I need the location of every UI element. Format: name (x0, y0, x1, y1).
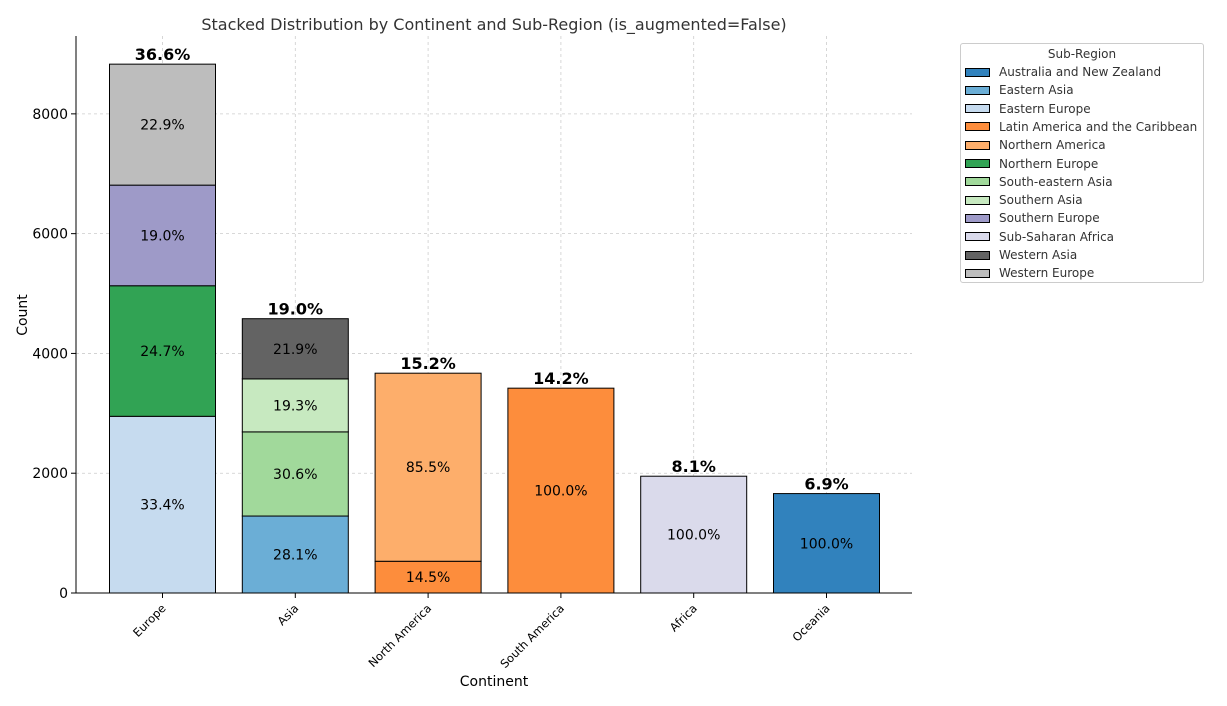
legend-label: Eastern Asia (999, 83, 1074, 98)
legend-label: Australia and New Zealand (999, 65, 1162, 79)
bar-segment-asia-western-asia (241, 318, 349, 380)
legend-swatch (965, 140, 990, 150)
segment-percent-label: 22.9% (140, 118, 184, 134)
bar-segment-asia-south-eastern-asia (241, 431, 349, 517)
legend-swatch (965, 268, 990, 278)
bar-segment-africa-sub-saharan-africa (640, 475, 748, 594)
legend-item-northern-america: Northern America (965, 137, 1106, 153)
legend-item-southern-europe: Southern Europe (965, 210, 1100, 226)
chart-title: Stacked Distribution by Continent and Su… (201, 15, 786, 35)
x-tick-label-oceania: Oceania (789, 601, 832, 644)
legend-swatch (965, 195, 990, 205)
bar-segment-south-america-latin-america-and-the-caribbean (507, 387, 615, 594)
x-tick-label-europe: Europe (130, 601, 169, 640)
legend-item-southern-asia: Southern Asia (965, 192, 1083, 208)
bar-segment-asia-southern-asia (241, 378, 349, 433)
legend-swatch (965, 213, 990, 223)
x-tick-label-asia: Asia (274, 601, 301, 628)
legend-label: Sub-Saharan Africa (999, 229, 1115, 244)
total-percent-label-europe: 36.6% (135, 45, 191, 64)
segment-percent-label: 19.3% (273, 398, 317, 414)
legend-swatch (965, 232, 990, 242)
total-percent-label-africa: 8.1% (672, 457, 716, 476)
legend-label: Northern America (999, 138, 1106, 153)
y-tick-label: 8000 (32, 107, 68, 123)
legend-item-northern-europe: Northern Europe (965, 156, 1098, 172)
legend-title: Sub-Region (1047, 47, 1117, 61)
legend-item-eastern-europe: Eastern Europe (965, 101, 1091, 117)
segment-percent-label: 28.1% (273, 548, 317, 564)
legend-swatch (965, 104, 990, 114)
legend-label: Southern Europe (999, 211, 1100, 226)
legend-item-south-eastern-asia: South-eastern Asia (965, 174, 1113, 190)
legend-label: Eastern Europe (999, 101, 1091, 116)
legend-label: Northern Europe (999, 156, 1099, 171)
bar-segment-europe-northern-europe (109, 285, 216, 417)
legend-swatch (965, 67, 990, 77)
legend-label: Western Asia (999, 248, 1078, 262)
x-tick-label-south-america: South America (497, 601, 567, 671)
legend-swatch (965, 177, 990, 187)
segment-percent-label: 100.0% (534, 484, 587, 500)
legend-item-sub-saharan-africa: Sub-Saharan Africa (965, 229, 1114, 245)
legend-swatch (965, 250, 990, 260)
legend: Sub-Region Australia and New Zealand East… (960, 43, 1204, 283)
bars: 33.4% 24.7% 19.0% 22.9% 36.6% 28.1% 30.6% 19.3%… (109, 45, 880, 594)
legend-item-western-europe: Western Europe (965, 265, 1094, 281)
segment-percent-label: 24.7% (140, 344, 184, 360)
legend-label: Western Europe (999, 266, 1095, 281)
segment-percent-label: 33.4% (140, 498, 184, 514)
total-percent-label-asia: 19.0% (268, 300, 324, 319)
x-tick-label-north-america: North America (365, 601, 434, 670)
legend-label: Southern Asia (999, 193, 1083, 208)
segment-percent-label: 85.5% (406, 460, 450, 476)
y-tick-label: 2000 (32, 466, 68, 482)
x-axis-label: Continent (460, 674, 529, 690)
legend-swatch (965, 85, 990, 95)
x-tick-label-africa: Africa (667, 601, 700, 634)
segment-percent-label: 100.0% (667, 528, 720, 544)
segment-percent-label: 30.6% (273, 467, 317, 483)
y-axis-label: Count (15, 294, 31, 336)
bar-segment-asia-eastern-asia (241, 515, 349, 594)
legend-label: South-eastern Asia (999, 174, 1113, 189)
legend-label: Latin America and the Caribbean (999, 119, 1198, 134)
y-tick-label: 0 (59, 586, 68, 602)
y-tick-label: 4000 (32, 346, 68, 362)
total-percent-label-south-america: 14.2% (533, 369, 589, 388)
legend-item-australia-and-new-zealand: Australia and New Zealand (965, 64, 1161, 80)
bar-segment-oceania-australia-and-new-zealand (773, 493, 880, 594)
segment-percent-label: 21.9% (273, 342, 317, 358)
legend-item-eastern-asia: Eastern Asia (965, 82, 1074, 98)
legend-item-latin-america-and-the-caribbean: Latin America and the Caribbean (965, 119, 1197, 135)
segment-percent-label: 19.0% (140, 228, 184, 244)
total-percent-label-north-america: 15.2% (400, 354, 456, 373)
legend-swatch (965, 122, 990, 132)
y-tick-label: 6000 (32, 227, 68, 243)
segment-percent-label: 14.5% (406, 570, 450, 586)
legend-swatch (965, 159, 990, 168)
legend-item-western-asia: Western Asia (965, 247, 1077, 263)
segment-percent-label: 100.0% (800, 536, 853, 552)
total-percent-label-oceania: 6.9% (804, 475, 848, 494)
bar-segment-north-america-northern-america (374, 372, 482, 562)
bar-segment-europe-western-europe (109, 63, 216, 186)
